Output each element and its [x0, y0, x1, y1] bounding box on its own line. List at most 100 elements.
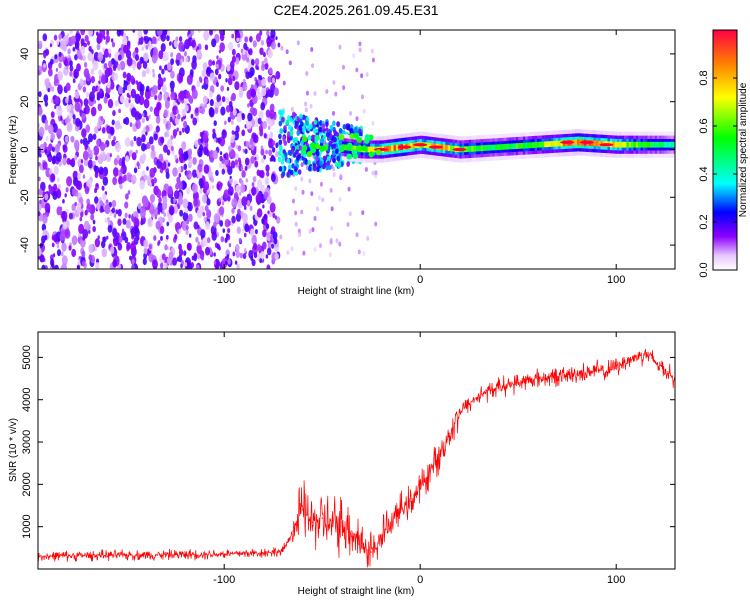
noise-speckle	[137, 30, 143, 39]
noise-speckle	[205, 221, 210, 230]
noise-speckle	[146, 166, 149, 171]
noise-speckle	[183, 51, 188, 57]
noise-speckle	[114, 99, 119, 107]
noise-speckle	[250, 88, 256, 98]
signal-blob	[346, 142, 353, 149]
noise-speckle	[211, 38, 217, 48]
noise-speckle	[271, 146, 276, 153]
noise-speckle	[184, 262, 188, 267]
noise-speckle	[102, 193, 107, 201]
noise-speckle	[106, 216, 110, 223]
noise-speckle	[365, 72, 369, 77]
noise-speckle	[83, 98, 89, 107]
ridge-cell	[386, 145, 390, 152]
noise-speckle	[214, 68, 219, 76]
noise-speckle	[96, 139, 101, 147]
ridge-peak	[428, 145, 443, 149]
noise-speckle	[186, 74, 193, 85]
noise-speckle	[62, 198, 65, 204]
ridge-cell	[372, 146, 375, 153]
signal-blob	[334, 161, 339, 168]
noise-speckle	[282, 80, 286, 86]
noise-speckle	[220, 106, 226, 116]
noise-speckle	[69, 65, 74, 72]
noise-speckle	[112, 64, 117, 71]
noise-speckle	[277, 42, 281, 48]
noise-speckle	[161, 253, 166, 261]
noise-speckle	[202, 95, 208, 105]
ridge-cell	[558, 140, 561, 147]
ridge-cell	[631, 141, 634, 148]
noise-speckle	[296, 40, 300, 46]
noise-speckle	[145, 44, 149, 50]
noise-speckle	[211, 184, 215, 189]
noise-speckle	[188, 233, 192, 238]
noise-speckle	[263, 214, 267, 220]
signal-blob	[294, 121, 299, 127]
noise-speckle	[61, 255, 68, 266]
noise-speckle	[208, 185, 211, 190]
signal-blob	[299, 113, 303, 120]
ridge-cell	[544, 141, 547, 148]
noise-speckle	[183, 120, 188, 129]
noise-speckle	[184, 39, 190, 50]
noise-speckle	[58, 183, 61, 189]
noise-speckle	[44, 100, 49, 107]
noise-speckle	[145, 131, 148, 136]
noise-speckle	[159, 225, 165, 235]
noise-speckle	[96, 183, 99, 188]
noise-speckle	[124, 116, 130, 126]
noise-speckle	[102, 236, 105, 242]
spectrogram-x-axis-title: Height of straight line (km)	[298, 286, 415, 297]
noise-speckle	[102, 47, 105, 52]
ridge-cell	[541, 141, 545, 148]
ridge-cell	[445, 144, 448, 151]
noise-speckle	[145, 85, 150, 93]
noise-speckle	[69, 60, 73, 67]
noise-speckle	[48, 185, 54, 195]
noise-speckle	[81, 250, 86, 258]
signal-blob	[314, 143, 321, 150]
noise-speckle	[94, 171, 99, 179]
noise-speckle	[191, 183, 198, 194]
noise-speckle	[143, 52, 149, 62]
ridge-peak	[452, 147, 467, 152]
noise-speckle	[133, 136, 137, 142]
noise-speckle	[71, 235, 78, 246]
noise-speckle	[42, 33, 48, 42]
noise-speckle	[319, 181, 323, 187]
noise-speckle	[167, 162, 171, 167]
noise-speckle	[44, 123, 49, 131]
noise-speckle	[198, 150, 202, 157]
noise-speckle	[50, 258, 55, 267]
signal-blob	[302, 127, 306, 133]
noise-speckle	[38, 247, 42, 257]
noise-speckle	[244, 157, 250, 166]
noise-speckle	[176, 109, 179, 114]
noise-speckle	[308, 178, 312, 184]
noise-speckle	[190, 113, 194, 119]
noise-speckle	[260, 251, 265, 260]
signal-blob	[315, 150, 320, 157]
noise-speckle	[204, 103, 207, 109]
noise-speckle	[151, 53, 158, 64]
noise-speckle	[186, 262, 192, 269]
noise-speckle	[56, 105, 63, 117]
noise-speckle	[152, 47, 158, 57]
noise-speckle	[117, 218, 122, 226]
noise-speckle	[177, 196, 183, 206]
signal-blob	[349, 133, 356, 140]
noise-speckle	[232, 75, 236, 82]
noise-speckle	[159, 65, 162, 71]
noise-speckle	[98, 69, 102, 76]
noise-speckle	[133, 236, 139, 245]
ridge-cell	[529, 142, 533, 149]
noise-speckle	[74, 155, 78, 161]
noise-speckle	[216, 243, 221, 250]
noise-speckle	[143, 30, 149, 35]
noise-speckle	[99, 30, 106, 38]
noise-speckle	[250, 255, 254, 261]
noise-speckle	[321, 197, 325, 203]
noise-speckle	[286, 250, 290, 256]
noise-speckle	[126, 72, 132, 82]
